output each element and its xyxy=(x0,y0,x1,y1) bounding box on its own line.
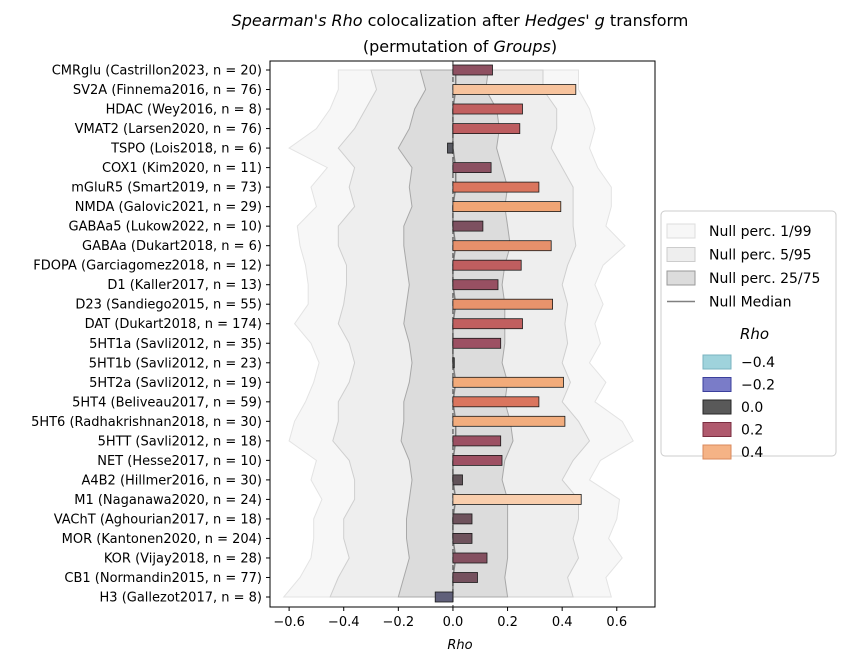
y-tick-label: COX1 (Kim2020, n = 11) xyxy=(102,161,262,176)
chart-title: Spearman's Rho colocalization after Hedg… xyxy=(232,11,689,56)
bar xyxy=(452,454,503,466)
bar xyxy=(452,376,564,388)
y-tick-label: 5HT2a (Savli2012, n = 19) xyxy=(89,376,262,391)
bar xyxy=(452,357,455,369)
chart-title-line-2: (permutation of Groups) xyxy=(363,37,557,56)
bar xyxy=(452,298,553,310)
bar xyxy=(452,201,562,213)
x-tick-label: 0.6 xyxy=(606,615,627,630)
bar xyxy=(452,533,473,544)
bar xyxy=(452,474,463,486)
legend-label: 0.2 xyxy=(741,423,763,439)
bar xyxy=(452,415,566,427)
legend-swatch xyxy=(666,270,696,286)
bar xyxy=(452,493,582,505)
bar xyxy=(452,84,577,95)
bar xyxy=(452,103,523,115)
y-tick-label: GABAa (Dukart2018, n = 6) xyxy=(82,239,262,254)
legend-swatch xyxy=(666,247,696,262)
x-tick-label: −0.4 xyxy=(328,615,360,630)
title-span: Spearman's Rho xyxy=(232,11,363,30)
y-tick-label: 5HT6 (Radhakrishnan2018, n = 30) xyxy=(31,415,262,430)
legend-swatch xyxy=(702,422,732,437)
bar xyxy=(452,337,502,349)
x-axis: −0.6 −0.4 −0.2 0.0 0.2 0.4 0.6 xyxy=(273,607,627,630)
y-tick-label: 5HT1a (Savli2012, n = 35) xyxy=(89,337,262,352)
bar xyxy=(452,259,522,271)
bar xyxy=(452,572,478,583)
y-tick-label: 5HTT (Savli2012, n = 18) xyxy=(98,434,262,449)
title-span: Groups xyxy=(493,37,550,56)
x-tick-label: 0.4 xyxy=(552,615,573,630)
legend-label: Null perc. 5/95 xyxy=(709,248,812,264)
y-tick-label: MOR (Kantonen2020, n = 204) xyxy=(62,532,262,547)
bar xyxy=(434,591,454,603)
y-tick-label: M1 (Naganawa2020, n = 24) xyxy=(74,493,262,508)
y-tick-label: D23 (Sandiego2015, n = 55) xyxy=(75,298,262,313)
legend-label: −0.4 xyxy=(741,355,775,371)
y-tick-label: CMRglu (Castrillon2023, n = 20) xyxy=(52,64,262,79)
y-tick-label: SV2A (Finnema2016, n = 76) xyxy=(73,83,262,98)
bar xyxy=(452,123,521,134)
bar xyxy=(452,220,484,232)
axes-frame xyxy=(269,60,656,608)
y-tick-label: H3 (Gallezot2017, n = 8) xyxy=(100,591,262,606)
legend-label: Null perc. 1/99 xyxy=(709,224,812,240)
bar xyxy=(452,513,473,525)
y-tick-label: NMDA (Galovic2021, n = 29) xyxy=(75,200,262,215)
legend-label: −0.2 xyxy=(741,378,775,394)
legend-swatch xyxy=(702,399,732,415)
bar xyxy=(452,279,499,291)
y-tick-label: NET (Hesse2017, n = 10) xyxy=(97,454,262,469)
y-tick-label: GABAa5 (Lukow2022, n = 10) xyxy=(69,220,262,235)
x-tick-label: −0.2 xyxy=(383,615,415,630)
bar xyxy=(452,318,523,330)
bar xyxy=(452,64,493,76)
y-tick-labels: CMRglu (Castrillon2023, n = 20) SV2A (Fin… xyxy=(31,64,270,606)
y-tick-label: KOR (Vijay2018, n = 28) xyxy=(104,551,262,566)
y-tick-label: D1 (Kaller2017, n = 13) xyxy=(107,278,262,293)
legend-rho-title: Rho xyxy=(740,325,769,343)
y-tick-label: DAT (Dukart2018, n = 174) xyxy=(85,317,262,332)
legend-swatch xyxy=(702,377,732,392)
title-span: Hedges' g xyxy=(525,11,605,30)
bar xyxy=(447,142,454,154)
title-span: ) xyxy=(551,37,557,56)
y-tick-label: 5HT1b (Savli2012, n = 23) xyxy=(89,356,262,371)
legend-label: 0.0 xyxy=(741,400,763,416)
title-span: (permutation of xyxy=(363,37,494,56)
y-tick-label: VAChT (Aghourian2017, n = 18) xyxy=(54,512,262,527)
legend-swatch xyxy=(666,223,696,239)
legend: Null perc. 1/99 Null perc. 5/95 Null perc.… xyxy=(660,210,837,461)
legend-label: Null perc. 25/75 xyxy=(709,271,820,287)
bar xyxy=(452,552,488,564)
bar xyxy=(452,435,502,447)
legend-box xyxy=(660,210,837,457)
title-span: transform xyxy=(605,11,689,30)
y-tick-label: CB1 (Normandin2015, n = 77) xyxy=(64,571,262,586)
y-tick-label: mGluR5 (Smart2019, n = 73) xyxy=(71,181,262,196)
x-tick-label: 0.2 xyxy=(497,615,518,630)
bar xyxy=(452,240,552,252)
chart-title-line-1: Spearman's Rho colocalization after Hedg… xyxy=(232,11,689,30)
plot-area xyxy=(269,60,656,608)
title-span: colocalization after xyxy=(363,11,525,30)
y-tick-label: FDOPA (Garciagomez2018, n = 12) xyxy=(33,259,262,274)
x-tick-label: 0.0 xyxy=(443,615,464,630)
legend-label: 0.4 xyxy=(741,445,763,461)
bar xyxy=(452,181,540,193)
x-tick-label: −0.6 xyxy=(273,615,305,630)
bar xyxy=(452,396,540,408)
x-axis-label: Rho xyxy=(447,638,472,653)
y-tick-label: VMAT2 (Larsen2020, n = 76) xyxy=(75,122,262,137)
legend-swatch xyxy=(702,354,732,370)
y-tick-label: 5HT4 (Beliveau2017, n = 59) xyxy=(72,395,262,410)
legend-label: Null Median xyxy=(709,295,792,311)
y-tick-label: A4B2 (Hillmer2016, n = 30) xyxy=(81,473,262,488)
y-tick-label: HDAC (Wey2016, n = 8) xyxy=(106,103,262,118)
bar xyxy=(452,162,492,174)
legend-swatch xyxy=(702,444,732,460)
y-tick-label: TSPO (Lois2018, n = 6) xyxy=(110,142,262,157)
